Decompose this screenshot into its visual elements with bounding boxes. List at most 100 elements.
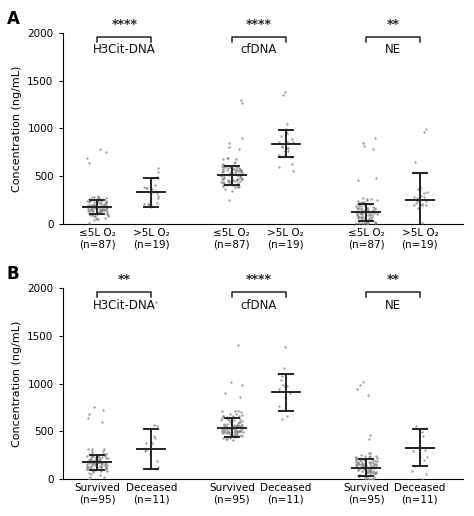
- Point: [368, 462, 376, 471]
- Point: [362, 206, 369, 215]
- Point: [238, 381, 246, 390]
- Point: [84, 207, 91, 216]
- Point: [102, 201, 110, 209]
- Point: [89, 452, 97, 460]
- Point: [88, 194, 96, 202]
- Point: [88, 460, 96, 469]
- Point: [364, 466, 372, 474]
- Point: [229, 181, 237, 189]
- Point: [353, 385, 361, 393]
- Point: [354, 213, 362, 221]
- Point: [354, 212, 362, 220]
- Text: **: **: [386, 18, 400, 31]
- Point: [95, 194, 102, 202]
- Point: [356, 471, 363, 479]
- Point: [90, 201, 98, 209]
- Point: [236, 427, 244, 435]
- Point: [148, 185, 156, 194]
- Point: [227, 418, 234, 427]
- Point: [218, 174, 226, 183]
- Point: [416, 183, 424, 191]
- Point: [97, 43, 105, 51]
- Point: [102, 449, 110, 458]
- Point: [373, 452, 380, 460]
- Point: [99, 460, 106, 468]
- Point: [361, 212, 369, 220]
- Point: [364, 216, 372, 224]
- Point: [371, 464, 378, 473]
- Point: [409, 447, 417, 455]
- Point: [371, 205, 378, 214]
- Point: [275, 402, 283, 410]
- Point: [220, 421, 228, 429]
- Point: [218, 178, 225, 186]
- Point: [354, 204, 361, 213]
- Point: [365, 471, 373, 479]
- Point: [275, 138, 283, 146]
- Point: [221, 428, 228, 436]
- Point: [369, 206, 377, 214]
- Point: [95, 455, 103, 463]
- Point: [352, 202, 360, 210]
- Point: [100, 204, 108, 213]
- Point: [149, 174, 157, 182]
- Y-axis label: Concentration (ng/mL): Concentration (ng/mL): [12, 65, 22, 191]
- Text: **: **: [118, 273, 131, 286]
- Point: [223, 154, 231, 163]
- Point: [227, 420, 235, 428]
- Point: [354, 197, 362, 205]
- Text: cfDNA: cfDNA: [240, 43, 277, 56]
- Point: [229, 412, 237, 421]
- Point: [355, 464, 363, 472]
- Point: [363, 462, 370, 471]
- Point: [89, 467, 96, 476]
- Point: [102, 197, 109, 205]
- Point: [84, 463, 91, 471]
- Point: [102, 199, 109, 207]
- Text: H3Cit-DNA: H3Cit-DNA: [93, 43, 156, 56]
- Point: [369, 459, 376, 467]
- Point: [225, 143, 233, 152]
- Point: [355, 472, 363, 480]
- Point: [234, 181, 241, 189]
- Point: [232, 170, 240, 179]
- Point: [224, 176, 232, 184]
- Point: [366, 448, 374, 457]
- Point: [367, 464, 374, 473]
- Point: [98, 204, 106, 213]
- Point: [87, 457, 94, 465]
- Point: [285, 143, 292, 152]
- Point: [352, 219, 360, 228]
- Point: [104, 211, 112, 219]
- Point: [226, 434, 233, 442]
- Point: [101, 214, 109, 222]
- Point: [84, 414, 92, 422]
- Point: [357, 209, 365, 218]
- Point: [417, 185, 424, 194]
- Point: [355, 207, 362, 216]
- Point: [275, 385, 283, 393]
- Point: [373, 196, 381, 204]
- Point: [237, 167, 244, 175]
- Point: [362, 469, 370, 477]
- Point: [352, 462, 360, 471]
- Point: [146, 200, 153, 208]
- Point: [104, 206, 111, 215]
- Point: [100, 200, 108, 208]
- Point: [231, 433, 239, 441]
- Point: [422, 125, 429, 134]
- Point: [219, 174, 227, 183]
- Point: [234, 163, 241, 171]
- Point: [238, 421, 246, 429]
- Point: [356, 471, 364, 479]
- Point: [94, 194, 101, 202]
- Point: [279, 381, 286, 389]
- Point: [235, 145, 242, 153]
- Text: NE: NE: [385, 299, 401, 312]
- Point: [102, 198, 110, 206]
- Point: [237, 167, 244, 175]
- Point: [94, 210, 101, 218]
- Point: [352, 453, 360, 461]
- Point: [94, 450, 102, 459]
- Point: [140, 199, 148, 207]
